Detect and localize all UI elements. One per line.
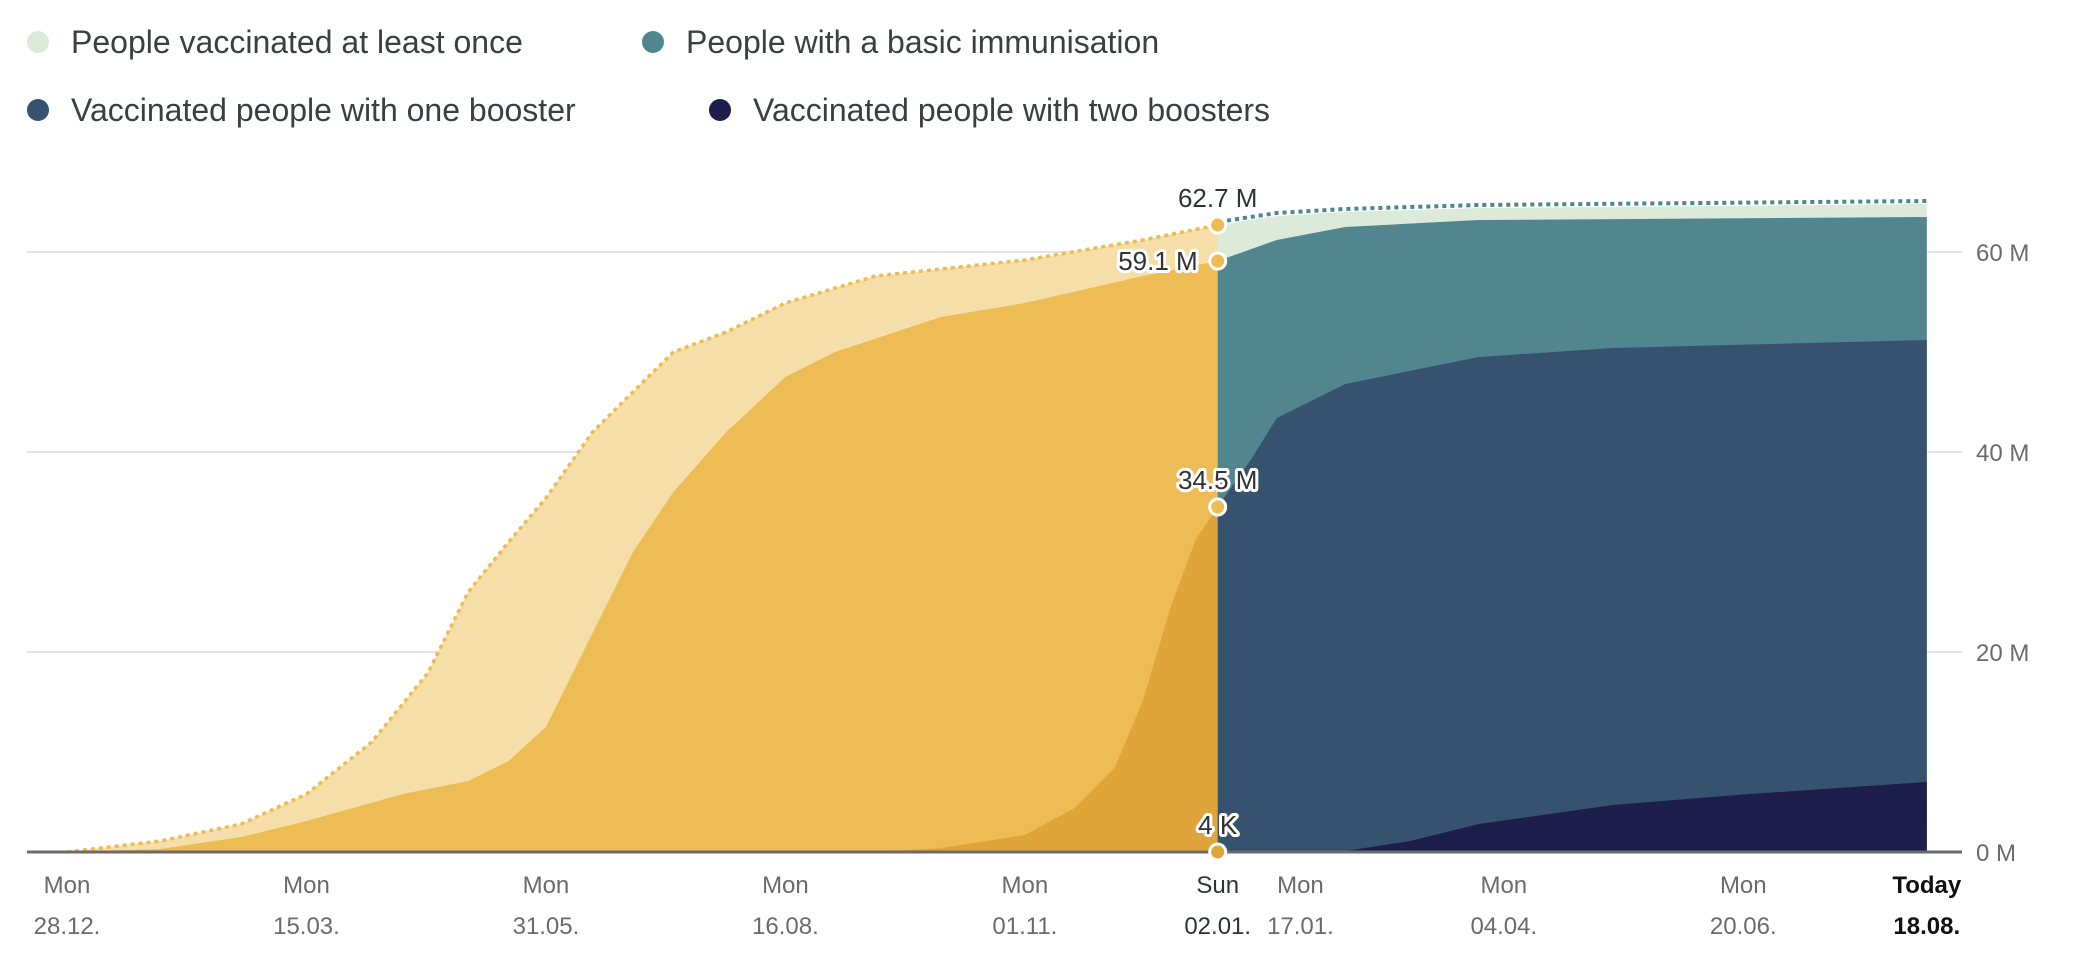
x-tick-date: 01.11. <box>992 913 1057 940</box>
axes: 0 M 20 M 40 M 60 M Mon 28.12. Mon 15.03. Mon 31.0… <box>27 240 2029 940</box>
x-tick: Mon 04.04. <box>1470 872 1537 940</box>
x-tick: Mon 16.08. <box>752 872 819 940</box>
x-tick-date: 28.12. <box>34 913 101 940</box>
legend-item: People vaccinated at least once <box>27 24 523 60</box>
legend-label: Vaccinated people with two boosters <box>753 92 1270 128</box>
x-tick-day: Mon <box>283 872 330 899</box>
y-tick-label: 60 M <box>1976 240 2029 267</box>
x-tick-date: 18.08. <box>1893 913 1960 940</box>
x-tick: Mon 31.05. <box>513 872 580 940</box>
x-tick: Mon 20.06. <box>1710 872 1777 940</box>
legend-label: People with a basic immunisation <box>686 24 1159 60</box>
x-tick-day: Mon <box>1002 872 1049 899</box>
x-tick: Mon 15.03. <box>273 872 340 940</box>
area-before-split <box>67 507 1218 852</box>
x-tick-day: Mon <box>523 872 570 899</box>
x-tick: Sun 02.01. <box>1184 872 1251 940</box>
legend: People vaccinated at least once People wi… <box>27 24 1270 128</box>
legend-item: Vaccinated people with one booster <box>27 92 576 128</box>
legend-dot-icon <box>27 31 49 53</box>
legend-dot-icon <box>27 99 49 121</box>
x-tick: Today 18.08. <box>1892 872 1962 940</box>
x-tick-date: 20.06. <box>1710 913 1777 940</box>
x-tick-day: Mon <box>44 872 91 899</box>
annotation-marker <box>1208 497 1228 517</box>
annotations: 62.7 M 59.1 M 34.5 M 4 K <box>1115 180 1260 862</box>
area-after-split <box>1217 340 1927 852</box>
annotation-label: 4 K <box>1198 810 1238 840</box>
annotation-label: 59.1 M <box>1118 246 1198 276</box>
annotation-marker <box>1208 842 1228 862</box>
x-tick-day: Mon <box>762 872 809 899</box>
x-tick-day: Today <box>1892 872 1962 899</box>
dotted-line-before-split <box>66 223 1218 854</box>
x-tick-day: Mon <box>1720 872 1767 899</box>
x-tick-date: 02.01. <box>1184 913 1251 940</box>
x-tick-date: 17.01. <box>1267 913 1334 940</box>
y-tick-label: 0 M <box>1976 840 2016 867</box>
x-tick-date: 15.03. <box>273 913 340 940</box>
x-tick: Mon 17.01. <box>1267 872 1334 940</box>
y-tick-label: 40 M <box>1976 440 2029 467</box>
annotation-label: 34.5 M <box>1178 465 1258 495</box>
area-before-split <box>67 261 1218 852</box>
x-tick-day: Mon <box>1277 872 1324 899</box>
legend-dot-icon <box>709 99 731 121</box>
legend-item: Vaccinated people with two boosters <box>709 92 1270 128</box>
legend-item: People with a basic immunisation <box>642 24 1159 60</box>
area-after-split <box>1217 782 1927 852</box>
x-tick-day: Mon <box>1480 872 1527 899</box>
legend-label: Vaccinated people with one booster <box>71 92 576 128</box>
y-tick-label: 20 M <box>1976 640 2029 667</box>
legend-label: People vaccinated at least once <box>71 24 523 60</box>
x-tick-date: 16.08. <box>752 913 819 940</box>
series-areas <box>66 199 1927 854</box>
x-tick-date: 04.04. <box>1470 913 1537 940</box>
annotation-label: 62.7 M <box>1178 183 1258 213</box>
annotation-marker <box>1208 251 1228 271</box>
x-tick-day: Sun <box>1196 872 1239 899</box>
x-tick: Mon 01.11. <box>992 872 1057 940</box>
x-tick-date: 31.05. <box>513 913 580 940</box>
legend-dot-icon <box>642 31 664 53</box>
x-tick: Mon 28.12. <box>34 872 101 940</box>
annotation-marker <box>1208 215 1228 235</box>
